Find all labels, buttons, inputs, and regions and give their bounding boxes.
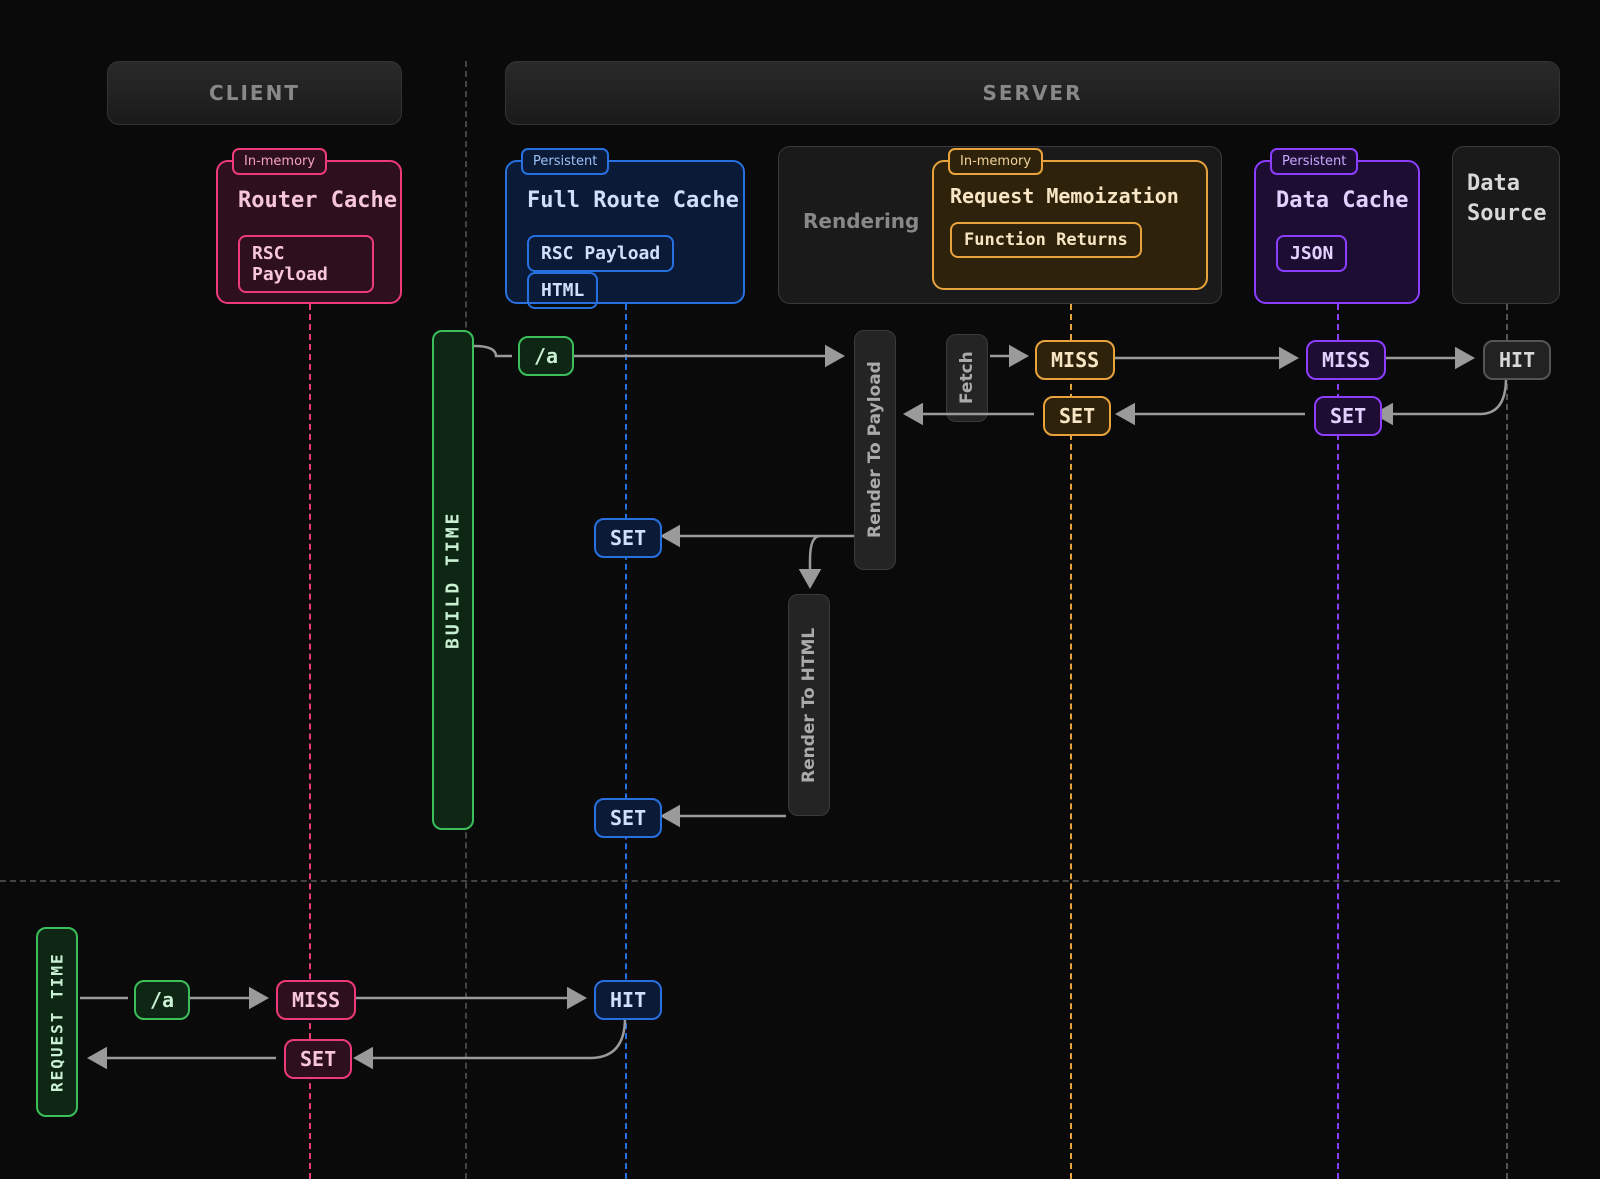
chip-fr-rsc: RSC Payload bbox=[527, 235, 674, 272]
badge-full-route: Persistent bbox=[521, 148, 609, 175]
pill-route-a-req: /a bbox=[134, 980, 190, 1020]
header-server: SERVER bbox=[505, 61, 1560, 125]
vbox-fetch: Fetch bbox=[946, 334, 988, 422]
box-data-source: Data Source bbox=[1452, 146, 1560, 304]
chip-fr-html: HTML bbox=[527, 272, 598, 309]
pill-hit-gray: HIT bbox=[1483, 340, 1551, 380]
pill-set-blue-2: SET bbox=[594, 798, 662, 838]
header-server-label: SERVER bbox=[982, 81, 1082, 105]
header-client: CLIENT bbox=[107, 61, 402, 125]
pill-set-purple: SET bbox=[1314, 396, 1382, 436]
vline-gray-ds bbox=[1506, 304, 1508, 1179]
box-data-cache: Persistent Data Cache JSON bbox=[1254, 160, 1420, 304]
badge-memo: In-memory bbox=[948, 148, 1043, 175]
pill-hit-blue: HIT bbox=[594, 980, 662, 1020]
box-request-memo: In-memory Request Memoization Function R… bbox=[932, 160, 1208, 290]
title-memo: Request Memoization bbox=[950, 184, 1190, 208]
pill-miss-purple: MISS bbox=[1306, 340, 1386, 380]
header-client-label: CLIENT bbox=[209, 81, 300, 105]
label-build-time: BUILD TIME bbox=[443, 511, 464, 649]
label-request-time: REQUEST TIME bbox=[48, 952, 67, 1092]
pill-set-pink: SET bbox=[284, 1039, 352, 1079]
vbox-request-time: REQUEST TIME bbox=[36, 927, 78, 1117]
vbox-render-html: Render To HTML bbox=[788, 594, 830, 816]
title-router: Router Cache bbox=[238, 188, 380, 213]
pill-set-orange: SET bbox=[1043, 396, 1111, 436]
chip-router-rsc: RSC Payload bbox=[238, 235, 374, 293]
pill-route-a-build: /a bbox=[518, 336, 574, 376]
box-router-cache: In-memory Router Cache RSC Payload bbox=[216, 160, 402, 304]
pill-set-blue-1: SET bbox=[594, 518, 662, 558]
label-render-html: Render To HTML bbox=[799, 627, 819, 782]
pill-miss-pink: MISS bbox=[276, 980, 356, 1020]
badge-data-cache: Persistent bbox=[1270, 148, 1358, 175]
label-render-payload: Render To Payload bbox=[865, 362, 885, 539]
vline-blue bbox=[625, 304, 627, 1179]
hline-divider bbox=[0, 880, 1560, 882]
chip-memo-fn: Function Returns bbox=[950, 222, 1142, 258]
pill-miss-orange: MISS bbox=[1035, 340, 1115, 380]
title-data-cache: Data Cache bbox=[1276, 188, 1398, 213]
label-fetch: Fetch bbox=[957, 352, 977, 405]
box-full-route-cache: Persistent Full Route Cache RSC Payload … bbox=[505, 160, 745, 304]
title-full-route: Full Route Cache bbox=[527, 188, 723, 213]
vbox-build-time: BUILD TIME bbox=[432, 330, 474, 830]
label-rendering: Rendering bbox=[803, 209, 919, 233]
vbox-render-payload: Render To Payload bbox=[854, 330, 896, 570]
chip-dc-json: JSON bbox=[1276, 235, 1347, 272]
title-data-source: Data Source bbox=[1467, 169, 1545, 228]
badge-router: In-memory bbox=[232, 148, 327, 175]
